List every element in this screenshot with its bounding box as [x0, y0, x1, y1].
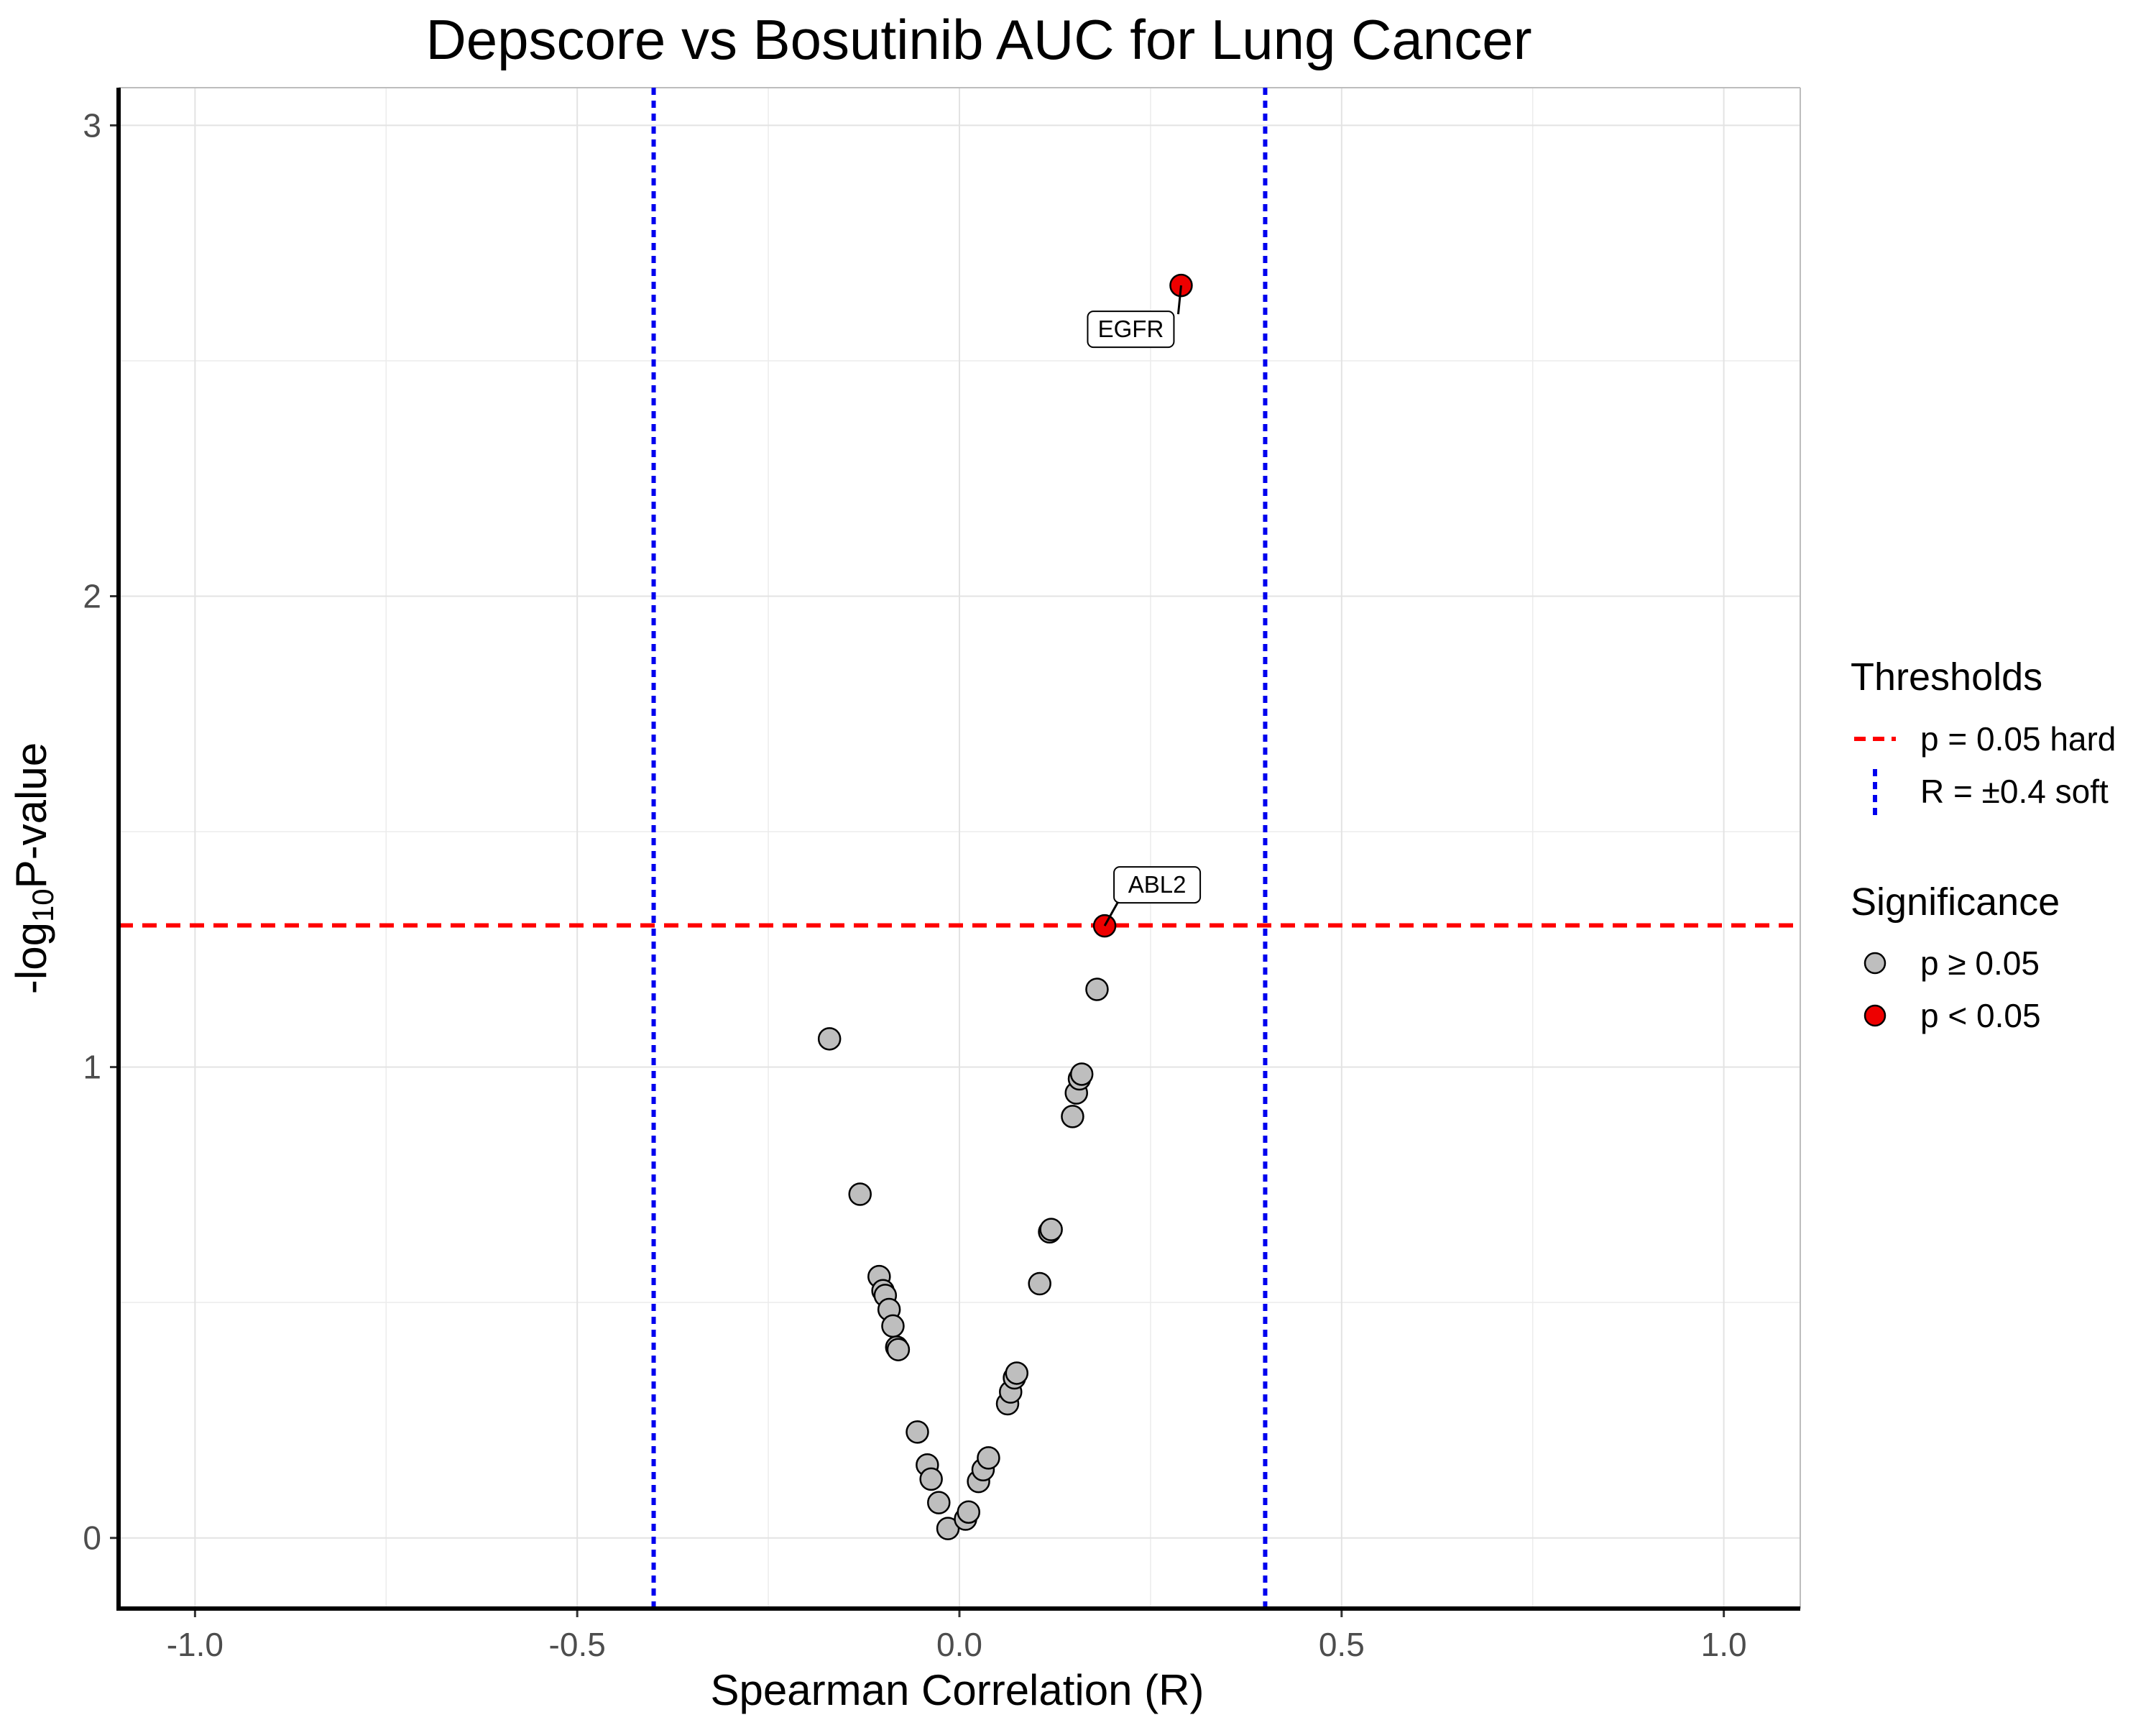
point-not-significant: [1039, 1218, 1063, 1241]
legend-significant-label: p < 0.05: [1920, 997, 2041, 1034]
point-not-significant: [906, 1420, 929, 1444]
x-tick-label: 0.5: [1319, 1626, 1365, 1663]
y-axis-title-subscript: 10: [26, 888, 60, 922]
plot-area: -1.0 -0.5 0.0 0.5 1.0 0 1 2 3 EGFR ABL2: [83, 87, 1801, 1663]
y-axis-title-suffix: P-value: [7, 742, 55, 888]
point-not-significant: [919, 1467, 943, 1491]
point-not-significant: [848, 1182, 872, 1206]
legend: Thresholds p = 0.05 hard R = ±0.4 soft S…: [1851, 656, 2116, 1034]
point-not-significant: [927, 1491, 951, 1514]
legend-not-significant-label: p ≥ 0.05: [1920, 944, 2040, 982]
point-not-significant: [957, 1500, 981, 1524]
point-not-significant: [817, 1027, 842, 1051]
point-not-significant: [881, 1314, 905, 1338]
point-not-significant: [1005, 1361, 1029, 1385]
legend-hard-threshold-label: p = 0.05 hard: [1920, 720, 2116, 758]
legend-soft-threshold-label: R = ±0.4 soft: [1920, 773, 2109, 810]
point-not-significant: [1085, 978, 1109, 1001]
x-tick-label: 1.0: [1701, 1626, 1747, 1663]
y-tick-label: 1: [83, 1049, 101, 1086]
x-tick-label: -1.0: [167, 1626, 224, 1663]
point-not-significant: [886, 1338, 911, 1361]
y-axis-title-prefix: -log: [7, 922, 55, 994]
gene-label: EGFR: [1098, 316, 1164, 342]
label-leader-line: [1176, 285, 1182, 315]
x-axis-title: Spearman Correlation (R): [711, 1666, 1204, 1714]
y-tick-label: 2: [83, 578, 101, 615]
chart-title: Depscore vs Bosutinib AUC for Lung Cance…: [425, 8, 1531, 71]
y-axis-title: -log10P-value: [7, 742, 60, 994]
legend-not-significant-swatch: [1864, 952, 1886, 975]
gene-label-box: [1087, 310, 1175, 349]
point-not-significant: [1061, 1105, 1084, 1128]
y-tick-label: 3: [83, 106, 101, 144]
legend-thresholds-title: Thresholds: [1851, 656, 2042, 699]
gene-label-box: [1113, 866, 1202, 904]
gene-label: ABL2: [1128, 871, 1187, 898]
point-not-significant: [1069, 1062, 1094, 1086]
y-tick-label: 0: [83, 1519, 101, 1557]
legend-significance-title: Significance: [1851, 880, 2060, 924]
x-tick-label: 0.0: [936, 1626, 982, 1663]
point-not-significant: [977, 1446, 1000, 1470]
x-tick-label: -0.5: [549, 1626, 606, 1663]
label-leader-line: [1103, 901, 1120, 926]
legend-significant-swatch: [1864, 1004, 1886, 1027]
point-not-significant: [1028, 1271, 1051, 1296]
